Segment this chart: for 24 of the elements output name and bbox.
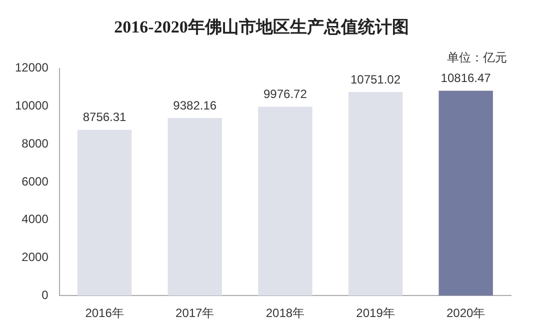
y-tick-label: 0 xyxy=(42,288,49,302)
bar xyxy=(168,118,222,296)
y-tick-label: 2000 xyxy=(22,250,49,264)
bar xyxy=(348,92,403,296)
data-label: 9382.16 xyxy=(173,98,217,112)
bar xyxy=(438,90,493,296)
bar xyxy=(77,130,132,296)
bar xyxy=(258,106,312,296)
y-tick-label: 12000 xyxy=(14,60,49,75)
data-label: 9976.72 xyxy=(263,87,308,102)
x-tick-label: 2018年 xyxy=(266,306,305,320)
x-tick-label: 2019年 xyxy=(356,306,395,320)
x-tick-label: 2020年 xyxy=(446,306,486,320)
x-tick-label: 2016年 xyxy=(85,306,124,320)
chart-title: 2016-2020年佛山市地区生产总值统计图 xyxy=(114,18,409,37)
y-tick-label: 6000 xyxy=(22,174,49,188)
y-tick-label: 10000 xyxy=(14,98,49,113)
data-label: 10751.02 xyxy=(350,72,401,86)
data-label: 8756.31 xyxy=(82,110,127,124)
y-tick-label: 8000 xyxy=(22,136,49,150)
data-label: 10816.47 xyxy=(440,71,492,86)
text: 单位：亿元 xyxy=(447,50,507,65)
x-tick-label: 2017年 xyxy=(176,306,214,320)
y-tick-label: 4000 xyxy=(22,212,49,226)
